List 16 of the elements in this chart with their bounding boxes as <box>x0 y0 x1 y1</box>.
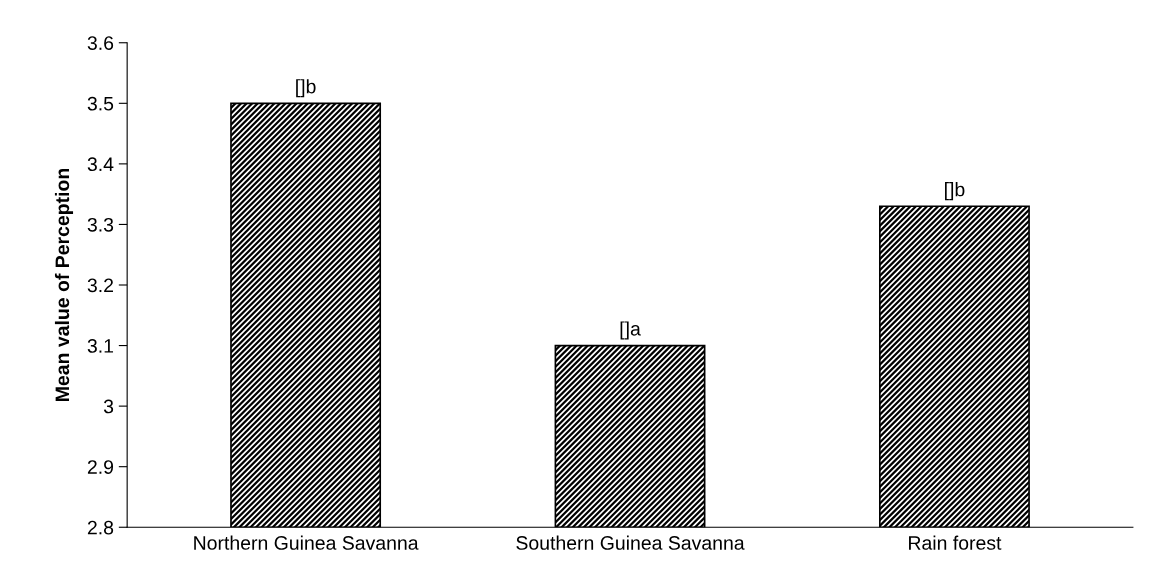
y-tick-label: 3.4 <box>87 157 114 172</box>
data-label: []a <box>620 321 641 340</box>
y-tick-label: 2.9 <box>87 460 114 474</box>
x-tick-label: Northern Guinea Savanna <box>194 535 419 550</box>
x-tick-label: Southern Guinea Savanna <box>516 535 745 550</box>
y-tick-label: 3.3 <box>87 217 114 232</box>
x-tick-label: Rain forest <box>909 535 1002 550</box>
data-label: []b <box>296 79 316 98</box>
y-axis-title: Mean value of Perception <box>54 168 74 401</box>
y-tick-label: 3.2 <box>87 278 113 293</box>
y-tick-label: 3.5 <box>87 96 114 111</box>
y-tick-label: 3.1 <box>87 339 114 353</box>
y-tick-label: 2.8 <box>87 520 114 535</box>
data-label: []b <box>945 182 965 201</box>
y-tick-label: 3 <box>103 399 114 414</box>
y-tick-label: 3.6 <box>87 36 114 50</box>
